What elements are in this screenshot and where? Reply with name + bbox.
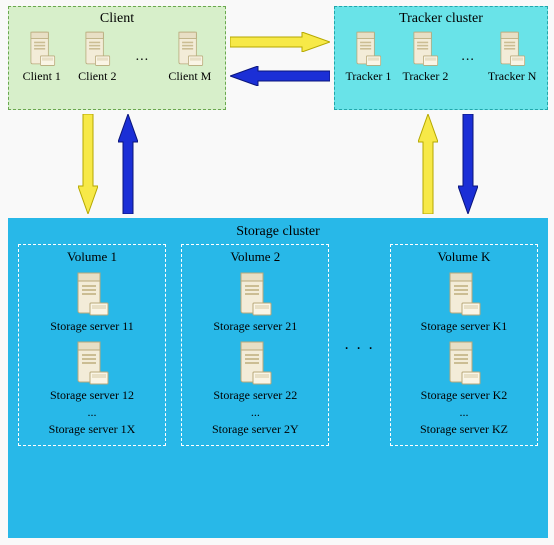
server-icon: [234, 338, 276, 386]
server-icon: [173, 29, 207, 67]
ellipsis: ...: [134, 49, 152, 65]
storage-label: Storage server KZ: [397, 422, 531, 437]
server-node: Client M: [168, 29, 211, 84]
node-label: Tracker 1: [346, 69, 392, 84]
node-label: Client M: [168, 69, 211, 84]
node-label: Tracker 2: [402, 69, 448, 84]
storage-node: Storage server 11: [25, 269, 159, 334]
ellipsis: ...: [25, 405, 159, 420]
storage-label: Storage server 21: [213, 319, 297, 334]
server-icon: [234, 269, 276, 317]
volume-row: Volume 1 Storage server 11 Storage serve…: [8, 244, 548, 452]
client-title: Client: [15, 11, 219, 27]
server-icon: [25, 29, 59, 67]
storage-label: Storage server 2Y: [188, 422, 322, 437]
volume: Volume K Storage server K1 Storage serve…: [390, 244, 538, 446]
server-icon: [71, 338, 113, 386]
volume-title: Volume 1: [25, 249, 159, 265]
server-icon: [408, 29, 442, 67]
client-nodes: Client 1 Client 2... Client M: [15, 29, 219, 84]
ellipsis: ...: [397, 405, 531, 420]
node-label: Tracker N: [488, 69, 537, 84]
server-icon: [80, 29, 114, 67]
storage-label: Storage server 12: [50, 388, 134, 403]
node-label: Client 2: [78, 69, 116, 84]
server-icon: [443, 269, 485, 317]
storage-label: Storage server 1X: [25, 422, 159, 437]
client-cluster: Client Client 1 Client 2... Client M: [8, 6, 226, 110]
volume: Volume 1 Storage server 11 Storage serve…: [18, 244, 166, 446]
storage-label: Storage server 11: [50, 319, 134, 334]
storage-node: Storage server 12: [25, 338, 159, 403]
node-label: Client 1: [23, 69, 61, 84]
tracker-title: Tracker cluster: [341, 11, 541, 27]
ellipsis: ...: [188, 405, 322, 420]
arrow-down: [458, 114, 478, 214]
volume: Volume 2 Storage server 21 Storage serve…: [181, 244, 329, 446]
storage-label: Storage server K1: [421, 319, 508, 334]
server-icon: [351, 29, 385, 67]
storage-node: Storage server 22: [188, 338, 322, 403]
storage-title: Storage cluster: [8, 218, 548, 244]
volume-title: Volume K: [397, 249, 531, 265]
storage-label: Storage server 22: [213, 388, 297, 403]
volume-title: Volume 2: [188, 249, 322, 265]
arrow-right: [230, 32, 330, 52]
server-icon: [495, 29, 529, 67]
server-node: Client 2: [78, 29, 116, 84]
tracker-cluster: Tracker cluster Tracker 1 Tracker 2... T…: [334, 6, 548, 110]
storage-node: Storage server K2: [397, 338, 531, 403]
arrow-up: [418, 114, 438, 214]
server-icon: [443, 338, 485, 386]
volume-ellipsis: . . .: [345, 336, 375, 354]
arrow-down: [78, 114, 98, 214]
arrow-left: [230, 66, 330, 86]
server-icon: [71, 269, 113, 317]
storage-node: Storage server K1: [397, 269, 531, 334]
server-node: Tracker 2: [402, 29, 448, 84]
storage-node: Storage server 21: [188, 269, 322, 334]
server-node: Tracker 1: [346, 29, 392, 84]
arrow-up: [118, 114, 138, 214]
storage-cluster: Storage cluster Volume 1 Storage server …: [8, 218, 548, 538]
server-node: Tracker N: [488, 29, 537, 84]
server-node: Client 1: [23, 29, 61, 84]
ellipsis: ...: [459, 49, 477, 65]
tracker-nodes: Tracker 1 Tracker 2... Tracker N: [341, 29, 541, 84]
storage-label: Storage server K2: [421, 388, 508, 403]
